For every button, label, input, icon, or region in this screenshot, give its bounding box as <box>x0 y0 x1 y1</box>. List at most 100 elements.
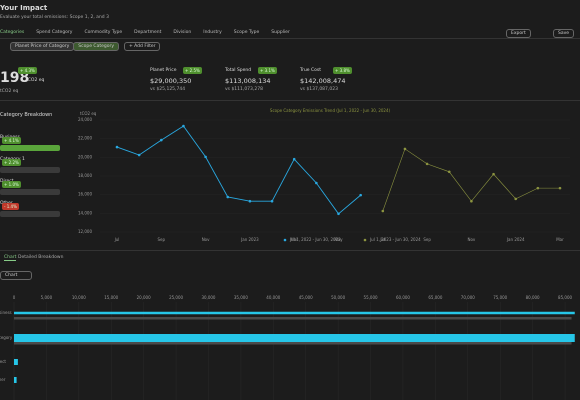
x-tick-label: 0 <box>13 295 16 300</box>
metric-value: $113,008,134 <box>225 77 271 85</box>
legend-label: Jul 1, 2022 - Jun 30, 2023 <box>289 237 341 242</box>
point <box>160 138 163 142</box>
dropdown[interactable]: Chart <box>0 271 33 280</box>
bar <box>14 317 572 320</box>
x-tick-label: 55,000 <box>364 295 378 300</box>
item-change: + 2.2% <box>2 159 21 166</box>
row-label: Business <box>0 310 12 315</box>
x-tick-label: Jul <box>114 237 120 242</box>
y-tick-label: 16,000 <box>78 192 92 197</box>
metric-change: + 4.3% <box>18 67 37 74</box>
export-button[interactable]: Export <box>506 29 531 38</box>
x-tick-label: 40,000 <box>266 295 280 300</box>
item-bar <box>0 189 60 195</box>
legend-swatch <box>363 238 367 242</box>
metric-value: 198 <box>0 70 30 86</box>
x-tick-label: 20,000 <box>137 295 151 300</box>
x-tick-label: 45,000 <box>299 295 313 300</box>
item-bar <box>0 145 60 151</box>
x-tick-label: 15,000 <box>104 295 118 300</box>
item-change: + 4.1% <box>2 137 21 144</box>
metric-label: Total Spend <box>225 68 252 73</box>
item-change: + 1.0% <box>2 181 21 188</box>
filter[interactable]: Scope Category <box>73 42 119 51</box>
x-tick-label: 30,000 <box>201 295 215 300</box>
item-bar <box>0 167 60 173</box>
x-tick-label: 50,000 <box>331 295 345 300</box>
metric-value: $142,008,474 <box>300 77 346 85</box>
bar <box>14 359 18 365</box>
tab[interactable]: Scope Type <box>233 30 260 35</box>
item-bar <box>0 211 60 217</box>
tab[interactable]: Commodity Type <box>84 30 123 35</box>
divider <box>0 38 580 39</box>
point <box>270 199 274 203</box>
point <box>292 157 296 161</box>
x-tick-label: Jan 2023 <box>240 237 259 242</box>
point <box>204 155 207 159</box>
x-tick-label: Nov <box>467 237 475 242</box>
x-tick-label: 80,000 <box>526 295 540 300</box>
point <box>182 124 185 128</box>
point <box>425 162 429 166</box>
x-tick-label: Nov <box>202 237 210 242</box>
x-tick-label: May <box>334 237 343 242</box>
subtitle: Evaluate your total emissions: Scope 1, … <box>0 15 109 20</box>
x-tick-label: Sep <box>423 237 431 242</box>
tab[interactable]: Detailed Breakdown <box>18 255 64 260</box>
metric-value: $29,000,350 <box>150 77 192 85</box>
x-tick-label: Mar <box>290 237 298 242</box>
tabs: Categories Spend Category Commodity Type De… <box>0 30 290 35</box>
x-tick-label: Mar <box>556 237 564 242</box>
y-tick-label: 22,000 <box>78 136 92 141</box>
legend-swatch <box>283 238 287 242</box>
breakdown-title: Category Breakdown <box>0 112 53 118</box>
point <box>536 186 540 190</box>
y-tick-label: 24,000 <box>78 117 92 122</box>
point <box>337 212 340 216</box>
tab[interactable]: Categories <box>0 30 25 35</box>
add-filter[interactable]: + Add Filter <box>123 42 161 51</box>
x-tick-label: 65,000 <box>428 295 442 300</box>
filters: Planet Price of Category Scope Category … <box>10 42 161 51</box>
point <box>492 172 495 176</box>
x-tick-label: Sep <box>158 237 166 242</box>
point <box>315 181 318 185</box>
metric-sub: vs $137,087,023 <box>300 87 338 92</box>
point <box>226 195 230 199</box>
x-tick-label: 60,000 <box>396 295 410 300</box>
tab[interactable]: Department <box>134 30 162 35</box>
point <box>470 199 473 203</box>
metric-sub: vs $25,125,744 <box>150 87 186 92</box>
point <box>558 186 562 190</box>
y-axis-label: tCO2 eq <box>80 111 97 116</box>
tab[interactable]: Supplier <box>271 30 290 35</box>
point <box>359 193 362 197</box>
metric-label: True Cost <box>300 68 321 73</box>
metric-sub: tCO2 eq <box>0 89 19 94</box>
y-tick-label: 12,000 <box>78 229 92 234</box>
tab[interactable]: Spend Category <box>36 30 73 35</box>
y-tick-label: 14,000 <box>78 210 92 215</box>
point <box>447 170 451 174</box>
tab[interactable]: Industry <box>203 30 222 35</box>
row-label: Direct <box>0 359 6 364</box>
metric-change: + 3.8% <box>333 67 352 74</box>
tab[interactable]: Division <box>173 30 192 35</box>
divider <box>0 100 580 101</box>
x-tick-label: 70,000 <box>461 295 475 300</box>
metric-sub: vs $111,073,278 <box>225 87 263 92</box>
item-change: - 1.4% <box>2 203 19 210</box>
save-button[interactable]: Save <box>553 29 575 38</box>
tab[interactable]: Chart <box>4 255 17 261</box>
divider <box>0 250 580 251</box>
x-tick-label: 25,000 <box>169 295 183 300</box>
metric-unit: tCO2 eq <box>26 78 45 83</box>
bar <box>14 342 572 345</box>
metric-label: Planet Price <box>150 68 177 73</box>
y-tick-label: 18,000 <box>78 173 92 178</box>
point <box>381 209 385 213</box>
